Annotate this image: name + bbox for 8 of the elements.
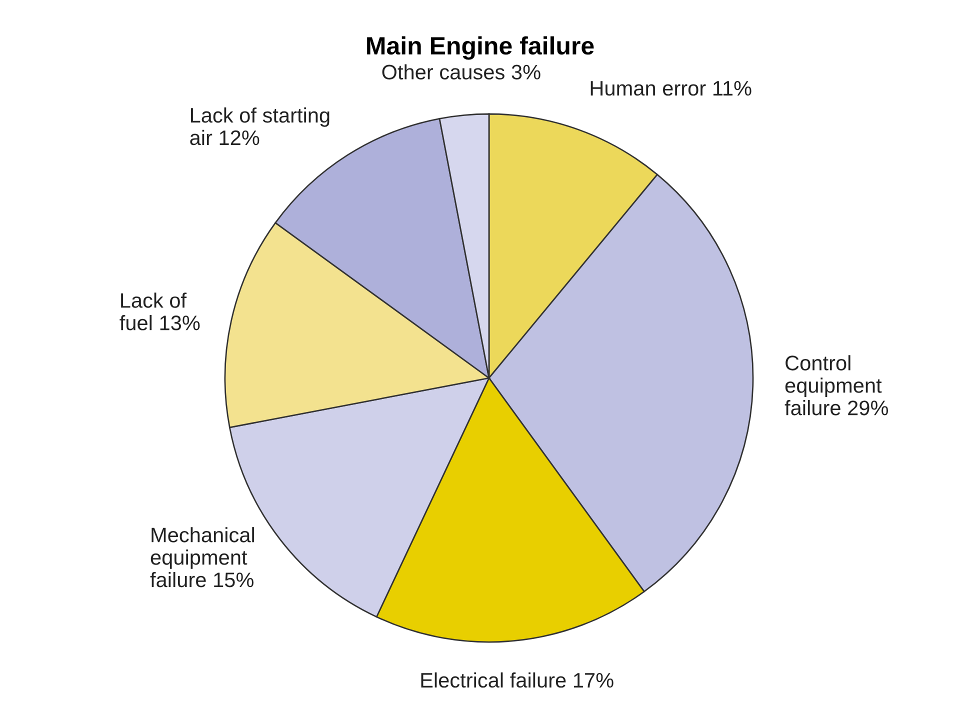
slice-label: Control equipment failure 29% <box>784 355 888 416</box>
slice-label: Mechanical equipment failure 15% <box>150 527 254 588</box>
slice-label: Lack of starting air 12% <box>190 107 330 146</box>
slice-label: Human error 11% <box>590 81 752 96</box>
slice-label: Other causes 3% <box>382 64 540 80</box>
slice-label: Lack of fuel 13% <box>120 292 200 330</box>
slice-label: Electrical failure 17% <box>421 672 614 688</box>
chart-title: Main Engine failure <box>367 36 594 60</box>
